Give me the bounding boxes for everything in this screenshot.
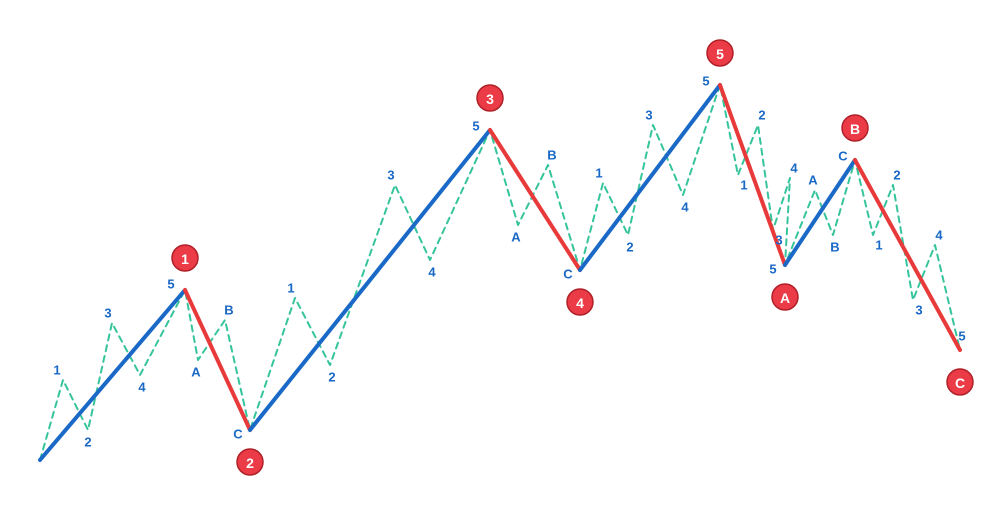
- svg-text:5: 5: [716, 46, 724, 62]
- sub-label: 5: [958, 329, 965, 344]
- sub-label: 5: [472, 119, 479, 134]
- sub-label: 3: [645, 108, 652, 123]
- main-segment-PB-PC: [855, 160, 960, 350]
- svg-text:1: 1: [181, 251, 189, 267]
- sub-label: 4: [790, 161, 798, 176]
- sub-label: 2: [328, 370, 335, 385]
- svg-text:A: A: [780, 290, 790, 306]
- wave-badge-2: 2: [237, 449, 263, 475]
- sub-label: 1: [740, 178, 747, 193]
- svg-text:3: 3: [486, 91, 494, 107]
- sub-label: 5: [769, 262, 776, 277]
- sub-label: A: [511, 230, 521, 245]
- main-segment-P3-P4: [490, 130, 580, 270]
- sub-label: C: [563, 267, 573, 282]
- sub-label: 1: [595, 166, 602, 181]
- main-segment-P0-P1: [40, 290, 185, 460]
- sub-label: 2: [84, 435, 91, 450]
- sub-label: A: [191, 365, 201, 380]
- sub-label: 2: [626, 240, 633, 255]
- main-segment-P1-P2: [185, 290, 250, 430]
- svg-text:C: C: [955, 375, 965, 391]
- sub-label: 4: [935, 228, 943, 243]
- sub-wave-layer: [40, 85, 960, 460]
- sub-label: 3: [104, 306, 111, 321]
- sub-label: C: [233, 427, 243, 442]
- sub-label: B: [830, 240, 839, 255]
- sub-label: 3: [915, 303, 922, 318]
- sub-label: C: [838, 149, 848, 164]
- sub-wave-path: [40, 85, 960, 460]
- main-segment-PA-PB: [785, 160, 855, 265]
- wave-badge-3: 3: [477, 85, 503, 111]
- sub-label: 4: [681, 200, 689, 215]
- wave-badge-5: 5: [707, 40, 733, 66]
- sub-label: 3: [775, 233, 782, 248]
- wave-badge-C: C: [947, 369, 973, 395]
- sub-label: 2: [893, 168, 900, 183]
- wave-badge-4: 4: [567, 289, 593, 315]
- elliott-wave-diagram: 12345ABC12345ABC1234512345ABC12345 12345…: [0, 0, 1003, 524]
- sub-label: 4: [428, 265, 436, 280]
- svg-text:B: B: [850, 121, 860, 137]
- main-segment-P2-P3: [250, 130, 490, 430]
- sub-label: 1: [875, 238, 882, 253]
- wave-badge-1: 1: [172, 245, 198, 271]
- main-wave-layer: [40, 85, 960, 460]
- sub-label: A: [808, 173, 818, 188]
- sub-label: 5: [702, 74, 709, 89]
- wave-badge-A: A: [772, 284, 798, 310]
- sub-label: B: [547, 148, 556, 163]
- svg-text:4: 4: [576, 295, 584, 311]
- wave-badge-B: B: [842, 115, 868, 141]
- sub-label: 2: [758, 108, 765, 123]
- sub-label: 1: [53, 363, 60, 378]
- sub-label: 1: [287, 281, 294, 296]
- sub-label: 3: [387, 168, 394, 183]
- svg-text:2: 2: [246, 455, 254, 471]
- sub-label: 4: [138, 380, 146, 395]
- sub-label: B: [224, 303, 233, 318]
- sub-label: 5: [167, 277, 174, 292]
